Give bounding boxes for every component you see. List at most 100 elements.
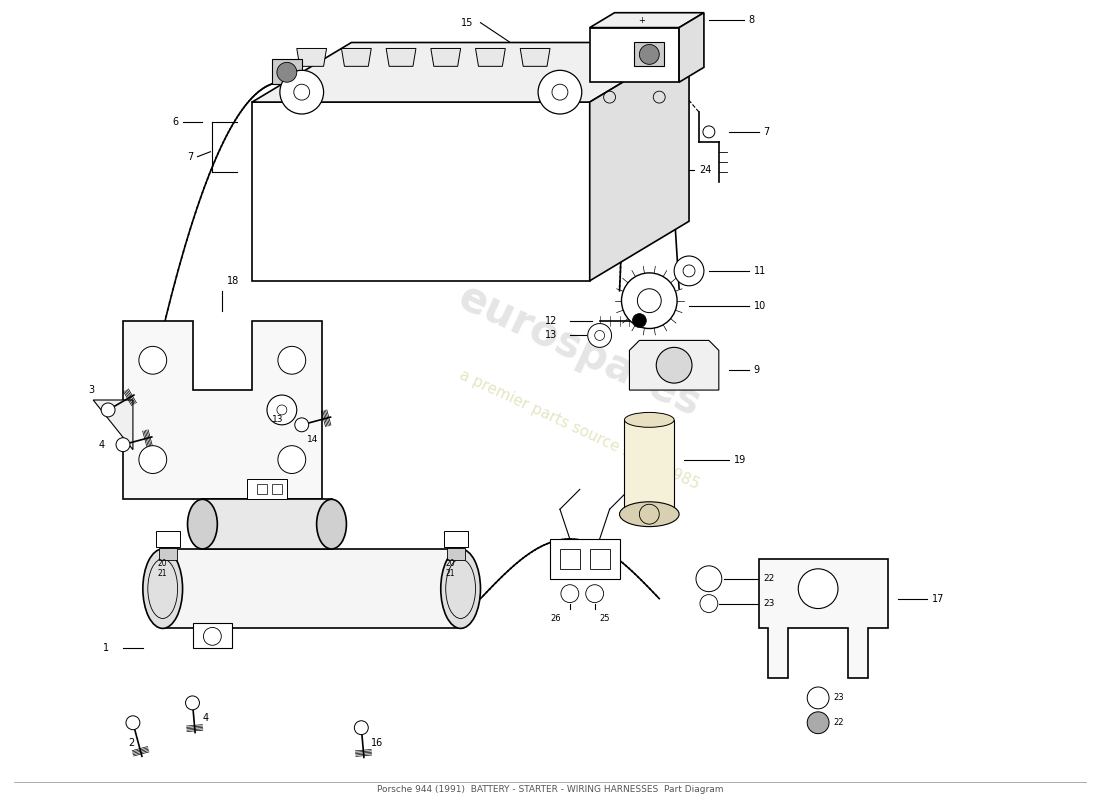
- Text: 8: 8: [749, 15, 755, 25]
- Circle shape: [700, 594, 718, 613]
- Polygon shape: [629, 341, 718, 390]
- Circle shape: [277, 62, 297, 82]
- Text: 4: 4: [98, 440, 104, 450]
- Text: 24: 24: [698, 165, 712, 174]
- Polygon shape: [123, 321, 321, 499]
- Circle shape: [657, 347, 692, 383]
- Circle shape: [585, 585, 604, 602]
- Bar: [272, 59, 301, 84]
- Circle shape: [278, 346, 306, 374]
- Ellipse shape: [619, 502, 679, 526]
- Bar: [156, 531, 179, 547]
- Polygon shape: [759, 559, 888, 678]
- Polygon shape: [386, 49, 416, 66]
- Ellipse shape: [143, 549, 183, 629]
- Bar: [625, 420, 674, 510]
- Circle shape: [279, 70, 323, 114]
- Text: 22: 22: [833, 718, 844, 727]
- Text: 23: 23: [763, 599, 774, 608]
- Text: 1: 1: [103, 643, 109, 654]
- Polygon shape: [679, 13, 704, 82]
- Text: 6: 6: [173, 117, 179, 127]
- Text: 14: 14: [307, 435, 318, 444]
- Polygon shape: [475, 49, 505, 66]
- Ellipse shape: [441, 549, 481, 629]
- Text: 18: 18: [228, 276, 240, 286]
- Circle shape: [696, 566, 722, 592]
- Bar: [560, 549, 580, 569]
- Text: 21: 21: [157, 570, 167, 578]
- Ellipse shape: [187, 499, 218, 549]
- Text: Porsche 944 (1991)  BATTERY - STARTER - WIRING HARNESSES  Part Diagram: Porsche 944 (1991) BATTERY - STARTER - W…: [376, 785, 724, 794]
- Bar: [257, 485, 267, 494]
- Polygon shape: [431, 49, 461, 66]
- Polygon shape: [341, 49, 372, 66]
- Circle shape: [538, 70, 582, 114]
- Text: 9: 9: [754, 366, 760, 375]
- Text: 25: 25: [600, 614, 610, 623]
- Text: 7: 7: [763, 127, 770, 137]
- Text: eurospares: eurospares: [452, 276, 707, 425]
- Text: 13: 13: [544, 330, 558, 341]
- Circle shape: [639, 45, 659, 64]
- Circle shape: [126, 716, 140, 730]
- Text: 2: 2: [128, 738, 134, 748]
- Text: 4: 4: [202, 713, 209, 722]
- Text: 10: 10: [754, 301, 766, 310]
- Text: 20: 20: [157, 559, 167, 568]
- Circle shape: [204, 627, 221, 646]
- Bar: [550, 539, 619, 578]
- Text: 15: 15: [461, 18, 473, 28]
- Circle shape: [101, 403, 116, 417]
- Text: 17: 17: [933, 594, 945, 604]
- Bar: [635, 42, 664, 66]
- Ellipse shape: [317, 499, 346, 549]
- Text: 19: 19: [734, 454, 746, 465]
- Circle shape: [354, 721, 368, 734]
- Polygon shape: [297, 49, 327, 66]
- Polygon shape: [590, 13, 704, 28]
- Bar: [443, 531, 468, 547]
- Circle shape: [139, 346, 167, 374]
- Circle shape: [278, 446, 306, 474]
- Circle shape: [561, 585, 579, 602]
- Bar: [272, 485, 282, 494]
- Text: 26: 26: [550, 614, 561, 623]
- Circle shape: [799, 569, 838, 609]
- Bar: [202, 499, 331, 549]
- Circle shape: [139, 446, 167, 474]
- Circle shape: [587, 323, 612, 347]
- Text: 11: 11: [754, 266, 766, 276]
- Bar: [590, 28, 679, 82]
- Text: +: +: [638, 16, 646, 25]
- Circle shape: [807, 687, 829, 709]
- Text: 21: 21: [446, 570, 455, 578]
- Text: 22: 22: [763, 574, 774, 583]
- Circle shape: [295, 418, 309, 432]
- Circle shape: [807, 712, 829, 734]
- Text: 20: 20: [446, 559, 455, 568]
- Text: 13: 13: [272, 415, 284, 424]
- Polygon shape: [520, 49, 550, 66]
- Text: a premier parts source since 1985: a premier parts source since 1985: [458, 367, 702, 492]
- Text: 7: 7: [187, 152, 194, 162]
- Circle shape: [116, 438, 130, 452]
- Bar: [163, 549, 461, 629]
- Circle shape: [632, 314, 647, 327]
- Text: 3: 3: [88, 385, 95, 395]
- Bar: [158, 548, 177, 560]
- Polygon shape: [252, 42, 689, 102]
- Polygon shape: [94, 400, 133, 450]
- Polygon shape: [252, 102, 590, 281]
- Bar: [447, 548, 464, 560]
- Bar: [248, 479, 287, 499]
- Text: 12: 12: [544, 315, 558, 326]
- Bar: [192, 623, 232, 648]
- Text: 23: 23: [833, 694, 844, 702]
- Circle shape: [674, 256, 704, 286]
- Circle shape: [621, 273, 678, 329]
- Polygon shape: [590, 42, 689, 281]
- Circle shape: [186, 696, 199, 710]
- Bar: [590, 549, 609, 569]
- Text: 16: 16: [372, 738, 384, 748]
